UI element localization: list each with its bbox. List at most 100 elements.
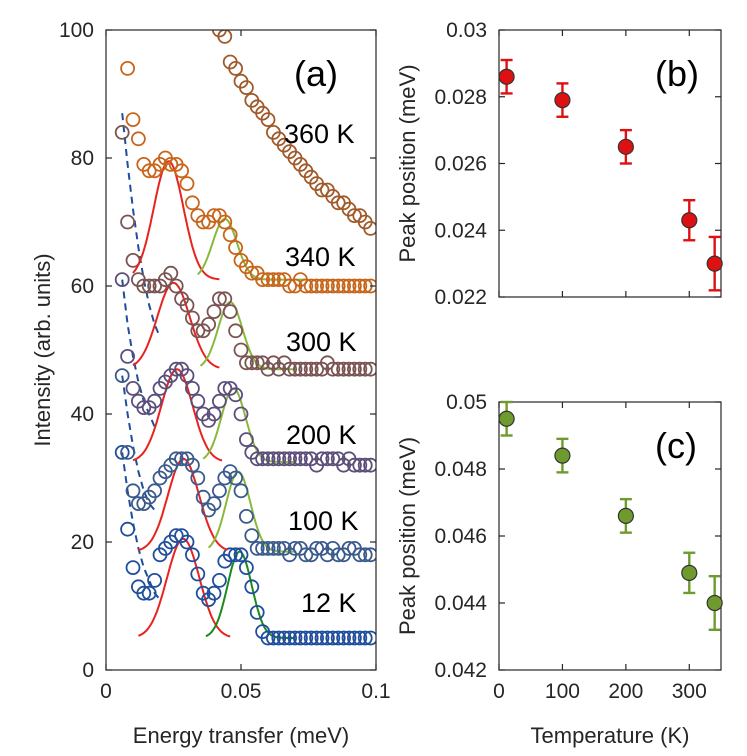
data-point-340K: [174, 163, 190, 179]
y-axis-label: Intensity (arb. units): [30, 253, 55, 446]
temperature-label: 360 K: [284, 119, 355, 149]
data-point-200K: [206, 406, 222, 422]
panel-c: [498, 400, 723, 671]
data-point-200K: [287, 451, 303, 467]
data-point-100K: [238, 509, 254, 524]
data-point-200K: [363, 457, 376, 473]
data-point-100K: [130, 496, 146, 512]
data-point-200K: [184, 380, 200, 396]
data-point-340K: [341, 278, 357, 294]
data-point-200K: [271, 451, 287, 467]
data-point-300K: [282, 361, 298, 377]
data-point-300K: [168, 278, 184, 294]
data-point-200K: [233, 406, 249, 422]
temperature-label: 300 K: [286, 327, 357, 357]
data-point-12K: [190, 566, 206, 582]
data-point-200K: [238, 432, 254, 448]
data-point-12K: [120, 521, 135, 537]
data-point-200K: [265, 451, 281, 467]
data-point-200K: [325, 451, 341, 467]
data-point-300K: [292, 361, 308, 377]
data-point-360K: [330, 195, 346, 211]
y-tick-label: 0.05: [446, 391, 487, 414]
data-point-100K: [233, 483, 249, 499]
data-point-300K: [346, 361, 362, 377]
data-point-12K: [206, 585, 222, 601]
data-point-300K: [222, 304, 238, 320]
x-tick-label: 0: [493, 680, 505, 703]
data-point-340K: [271, 272, 287, 288]
data-point-12K: [325, 630, 341, 646]
data-point-360K: [260, 112, 276, 127]
data-point-12K: [238, 560, 254, 575]
data-point-300K: [217, 291, 233, 307]
data-point-12K: [292, 630, 308, 646]
data-point-340K: [314, 278, 330, 294]
data-point-200K: [136, 400, 152, 416]
data-point-12K: [168, 528, 184, 543]
y-tick-label: 80: [71, 147, 94, 170]
x-tick-label: 0.1: [361, 680, 390, 703]
x-axis-label: Energy transfer (meV): [133, 723, 349, 748]
data-point-12K: [282, 630, 298, 646]
data-point-360K: [238, 80, 254, 95]
x-tick-label: 300: [672, 680, 707, 703]
fit-peak-1-12K: [138, 537, 231, 638]
data-point-12K: [352, 630, 368, 646]
data-point-340K: [282, 278, 298, 294]
data-point-340K: [298, 278, 314, 294]
y-tick-label: 0.022: [434, 286, 487, 309]
data-point-300K: [287, 361, 303, 377]
data-point-12K: [211, 573, 227, 588]
data-point-200K: [249, 451, 265, 467]
data-point: [554, 91, 571, 109]
data-point-300K: [163, 265, 179, 281]
data-point-340K: [125, 112, 141, 127]
data-point-12K: [309, 630, 325, 646]
data-point-12K: [336, 630, 352, 646]
y-axis-label: Peak position (meV): [395, 64, 420, 262]
data-point: [498, 68, 515, 85]
data-point-200K: [179, 368, 195, 384]
data-point-12K: [233, 547, 249, 563]
data-point-340K: [244, 265, 260, 281]
data-point-12K: [141, 585, 157, 601]
fit-peak-1-300K: [132, 281, 220, 369]
data-point-300K: [233, 342, 249, 358]
data-point-12K: [303, 630, 319, 646]
data-point-200K: [211, 393, 227, 409]
data-point-12K: [222, 547, 238, 563]
data-point-12K: [287, 630, 303, 646]
data-point-300K: [201, 316, 217, 332]
data-point: [554, 447, 571, 464]
data-point-12K: [319, 630, 335, 646]
fit-quasi-elastic-300K: [121, 113, 161, 338]
panel-b-label: (b): [655, 53, 699, 94]
data-point-200K: [357, 457, 373, 473]
data-point-200K: [260, 451, 276, 467]
panel-a-label: (a): [294, 53, 338, 94]
data-point-340K: [195, 214, 211, 230]
data-point-300K: [147, 278, 163, 294]
data-point-100K: [271, 541, 287, 556]
data-point-100K: [190, 470, 206, 486]
data-point-100K: [341, 541, 357, 556]
data-point-340K: [336, 278, 352, 294]
data-point-360K: [228, 61, 244, 76]
data-point-12K: [346, 630, 362, 646]
data-point-340K: [255, 272, 271, 288]
data-point-12K: [298, 630, 314, 646]
x-tick-label: 100: [545, 680, 580, 703]
data-point-100K: [330, 547, 346, 563]
data-point-340K: [179, 176, 195, 192]
temperature-label: 100 K: [288, 506, 359, 536]
data-point-300K: [211, 291, 227, 307]
y-axis-label: Peak position (meV): [395, 437, 420, 635]
fit-peak-2-200K: [202, 387, 295, 463]
data-point-100K: [114, 368, 130, 384]
data-point-12K: [363, 630, 376, 646]
data-point-100K: [211, 483, 227, 499]
data-point-100K: [184, 457, 200, 473]
data-point-12K: [341, 630, 357, 646]
data-point-12K: [265, 630, 281, 646]
